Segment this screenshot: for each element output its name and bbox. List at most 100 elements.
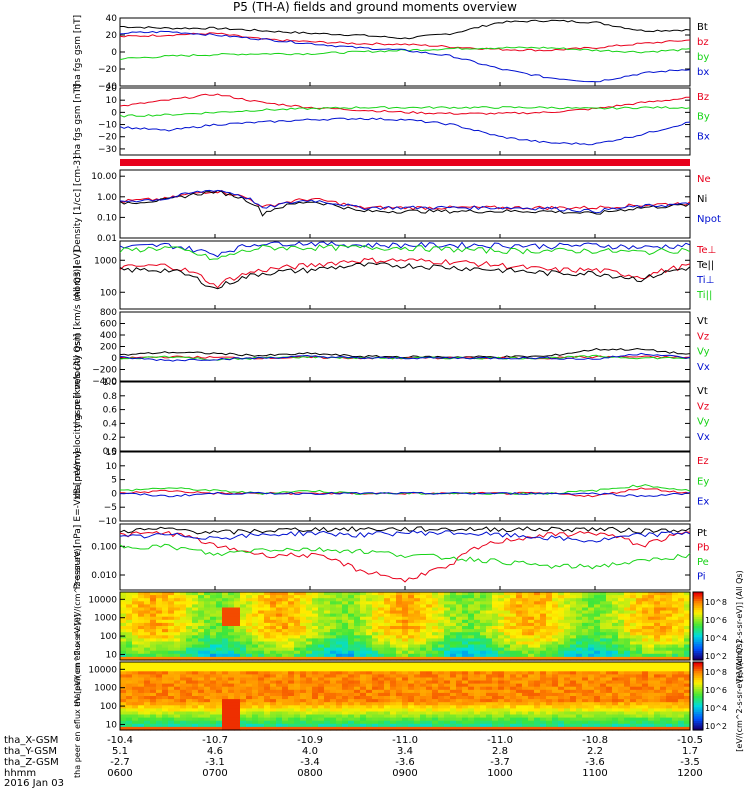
spectrogram-cell [180,665,187,669]
spectrogram-cell [222,689,229,694]
spectrogram-cell [444,619,451,624]
spectrogram-cell [540,619,547,624]
spectrogram-cell [486,613,493,618]
legend-Vt: Vt [697,386,708,397]
spectrogram-cell [606,705,613,709]
spectrogram-cell [144,689,151,694]
spectrogram-cell [474,726,481,731]
spectrogram-cell [348,692,355,697]
spectrogram-cell [492,601,499,605]
spectrogram-cell [372,656,379,661]
spectrogram-cell [360,656,367,661]
ephemeris-value: 5.1 [112,746,128,757]
spectrogram-cell [336,696,343,700]
spectrogram-cell [600,601,607,605]
spectrogram-cell [246,610,253,615]
spectrogram-cell [624,723,631,728]
spectrogram-cell [504,626,511,630]
spectrogram-cell [528,689,535,694]
spectrogram-cell [462,689,469,694]
panel-frame [119,381,691,452]
spectrogram-cell [432,720,439,725]
spectrogram-cell [408,598,415,602]
y-tick-label: 100 [100,632,117,642]
spectrogram-cell [318,619,325,624]
spectrogram-cell [678,683,685,688]
spectrogram-cell [480,668,487,672]
spectrogram-cell [216,629,223,633]
spectrogram-cell [594,644,601,649]
spectrogram-cell [342,705,349,709]
spectrogram-cell [402,689,409,694]
spectrogram-cell [168,692,175,697]
spectrogram-cell [174,598,181,602]
spectrogram-cell [396,677,403,682]
spectrogram-cell [168,674,175,679]
spectrogram-cell [300,638,307,643]
spectrogram-cell [210,696,217,700]
spectrogram-cell [258,592,265,596]
spectrogram-cell [294,726,301,731]
spectrogram-cell [348,708,355,713]
spectrogram-cell [264,723,271,728]
spectrogram-cell [168,638,175,643]
spectrogram-cell [528,622,535,627]
spectrogram-cell [486,671,493,675]
spectrogram-cell [414,683,421,688]
spectrogram-cell [432,656,439,661]
spectrogram-cell [408,629,415,633]
spectrogram-cell [504,641,511,646]
colorbar-cell [693,605,703,609]
spectrogram-cell [480,653,487,658]
spectrogram-cell [228,674,235,679]
spectrogram-cell [648,668,655,672]
spectrogram-cell [312,683,319,688]
spectrogram-cell [120,641,127,646]
spectrogram-cell [612,626,619,630]
spectrogram-cell [462,680,469,685]
spectrogram-cell [318,714,325,719]
spectrogram-cell [672,692,679,697]
spectrogram-cell [558,662,565,666]
spectrogram-cell [120,686,127,691]
spectrogram-cell [204,726,211,731]
spectrogram-cell [300,711,307,716]
spectrogram-cell [174,674,181,679]
spectrogram-cell [162,680,169,685]
spectrogram-cell [138,723,145,728]
spectrogram-cell [510,622,517,627]
spectrogram-cell [606,598,613,602]
spectrogram-cell [414,601,421,605]
spectrogram-cell [528,635,535,639]
spectrogram-cell [570,613,577,618]
spectrogram-cell [618,626,625,630]
spectrogram-cell [570,598,577,602]
spectrogram-cell [678,702,685,706]
spectrogram-cell [444,641,451,646]
series-line-by [119,46,691,61]
spectrogram-cell [162,626,169,630]
spectrogram-cell [462,592,469,596]
spectrogram-cell [558,613,565,618]
spectrogram-cell [552,619,559,624]
spectrogram-cell [624,705,631,709]
spectrogram-cell [288,656,295,661]
spectrogram-cell [192,665,199,669]
spectrogram-cell [510,595,517,599]
spectrogram-cell [228,622,235,627]
spectrogram-cell [396,638,403,643]
spectrogram-cell [528,717,535,722]
spectrogram-cell [576,696,583,700]
spectrogram-cell [180,598,187,602]
spectrogram-cell [540,635,547,639]
spectrogram-cell [438,604,445,609]
spectrogram-cell [594,702,601,706]
spectrogram-cell [282,595,289,599]
spectrogram-cell [372,629,379,633]
spectrogram-cell [204,686,211,691]
spectrogram-cell [672,595,679,599]
spectrogram-cell [360,653,367,658]
spectrogram-cell [324,629,331,633]
spectrogram-cell [180,702,187,706]
spectrogram-cell [672,626,679,630]
